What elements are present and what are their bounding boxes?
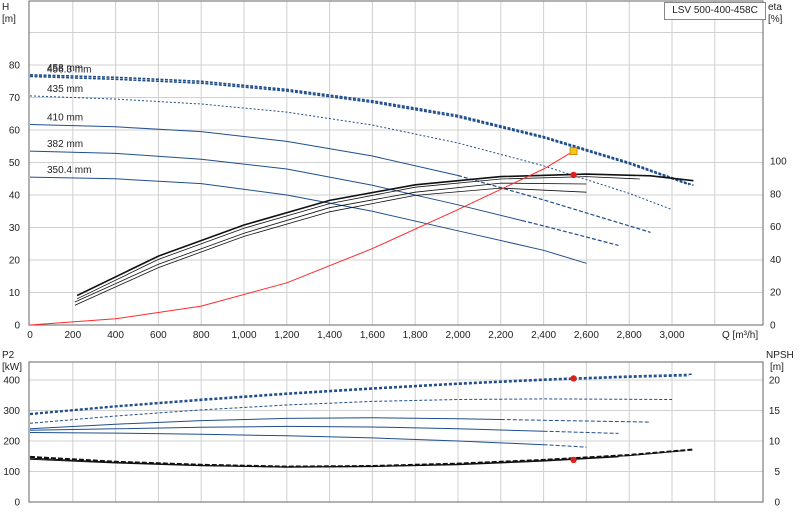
curve-label: 410 mm <box>47 112 83 123</box>
x-tick-label: 200 <box>64 330 81 341</box>
power-curve-dashed <box>29 375 690 416</box>
curve-label: 350.4 mm <box>47 165 91 176</box>
power-curve <box>29 432 544 446</box>
h-tick-label: 40 <box>9 191 21 202</box>
p2-tick-label: 0 <box>14 498 20 509</box>
x-tick-label: 0 <box>27 330 33 341</box>
npsh-tick-label: 0 <box>774 498 780 509</box>
curve-label: 435 mm <box>47 84 83 95</box>
h-tick-label: 60 <box>9 126 21 137</box>
x-tick-label: 3,000 <box>659 330 684 341</box>
efficiency-point-marker <box>570 171 577 179</box>
eta-tick-label: 100 <box>770 157 787 168</box>
p2-axis-unit: [kW] <box>2 362 22 373</box>
x-tick-label: 2,200 <box>488 330 513 341</box>
x-tick-label: 1,000 <box>231 330 256 341</box>
h-tick-label: 70 <box>9 93 21 104</box>
h-tick-label: 80 <box>9 61 21 72</box>
head-curve <box>29 124 459 176</box>
x-tick-label: 2,600 <box>574 330 599 341</box>
eta-tick-label: 40 <box>770 255 782 266</box>
head-curve <box>29 176 587 264</box>
efficiency-curve <box>74 187 587 306</box>
power-curve <box>29 425 544 432</box>
p2-tick-label: 200 <box>3 437 20 448</box>
power-curve-dashed <box>543 430 619 434</box>
x-tick-label: 2,400 <box>531 330 556 341</box>
power-curve <box>29 417 501 430</box>
eta-tick-label: 0 <box>770 321 776 332</box>
x-tick-label: 1,200 <box>274 330 299 341</box>
h-tick-label: 30 <box>9 223 21 234</box>
eta-tick-label: 20 <box>770 288 782 299</box>
curve-label: 458 mm <box>47 63 83 74</box>
x-tick-label: 400 <box>107 330 124 341</box>
npsh-curve <box>29 456 619 468</box>
x-tick-label: 1,800 <box>403 330 428 341</box>
power-curve-dashed <box>29 373 694 415</box>
npsh-axis-unit: [m] <box>770 362 784 373</box>
h-axis-title: H <box>2 2 9 13</box>
npsh-point-marker <box>570 456 577 464</box>
curve-label: 456.3 mm <box>47 64 91 75</box>
h-tick-label: 10 <box>9 288 21 299</box>
npsh-tick-label: 5 <box>774 467 780 478</box>
npsh-tick-label: 20 <box>769 376 781 387</box>
x-tick-label: 800 <box>193 330 210 341</box>
x-tick-label: 1,600 <box>360 330 385 341</box>
head-curve <box>29 150 523 222</box>
head-curve-dashed <box>522 220 619 246</box>
curve-label: 382 mm <box>47 139 83 150</box>
system-curve <box>29 150 574 326</box>
h-tick-label: 50 <box>9 158 21 169</box>
power-curve-dashed <box>29 398 673 424</box>
eta-axis-unit: [%] <box>768 14 783 25</box>
npsh-tick-label: 15 <box>769 406 781 417</box>
p2-tick-label: 400 <box>3 376 20 387</box>
x-tick-label: 600 <box>150 330 167 341</box>
x-axis-label: Q [m³/h] <box>722 330 758 341</box>
x-tick-label: 2,800 <box>617 330 642 341</box>
npsh-curve <box>29 448 694 468</box>
p2-axis-title: P2 <box>2 350 15 361</box>
power-curve-dashed <box>543 444 587 448</box>
head-curve-dashed <box>29 75 690 186</box>
eta-axis-title: eta <box>768 2 782 13</box>
h-tick-label: 20 <box>9 256 21 267</box>
efficiency-curve <box>76 173 694 297</box>
h-tick-label: 0 <box>14 321 20 332</box>
x-tick-label: 1,400 <box>317 330 342 341</box>
npsh-axis-title: NPSH <box>766 350 794 361</box>
npsh-tick-label: 10 <box>769 437 781 448</box>
power-curve-dashed <box>500 419 651 423</box>
efficiency-curve <box>74 182 587 303</box>
x-tick-label: 2,000 <box>445 330 470 341</box>
head-curve-dashed <box>29 74 694 187</box>
p2-tick-label: 100 <box>3 467 20 478</box>
power-point-marker <box>570 375 577 382</box>
eta-tick-label: 60 <box>770 222 782 233</box>
chart-title: LSV 500-400-458C <box>664 2 766 20</box>
h-axis-unit: [m] <box>2 14 16 25</box>
duty-point-marker <box>569 147 578 156</box>
p2-tick-label: 300 <box>3 406 20 417</box>
eta-tick-label: 80 <box>770 189 782 200</box>
head-curve-dashed <box>457 174 651 233</box>
